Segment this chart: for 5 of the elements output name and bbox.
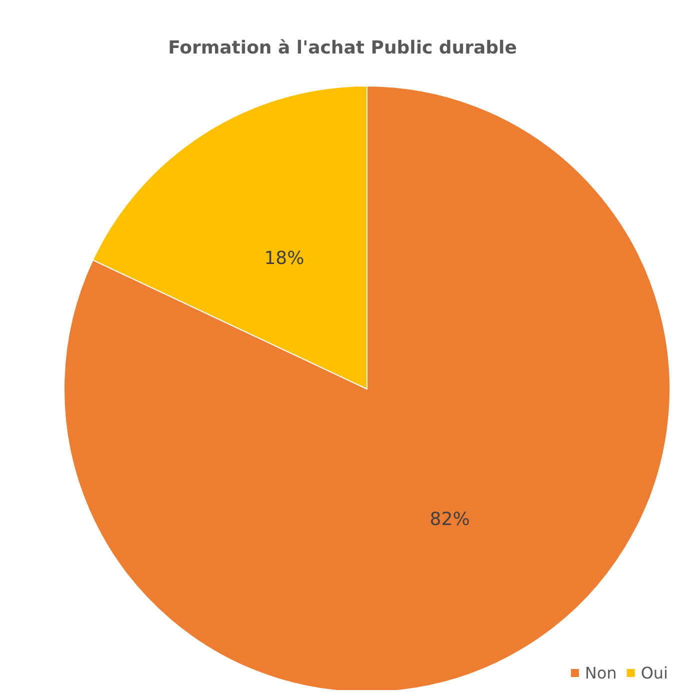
legend-label: Non — [584, 664, 617, 682]
legend-label: Oui — [640, 664, 668, 682]
data-label: 82% — [430, 508, 470, 530]
data-label: 18% — [264, 248, 304, 270]
chart-title: Formation à l'achat Public durable — [168, 38, 517, 58]
